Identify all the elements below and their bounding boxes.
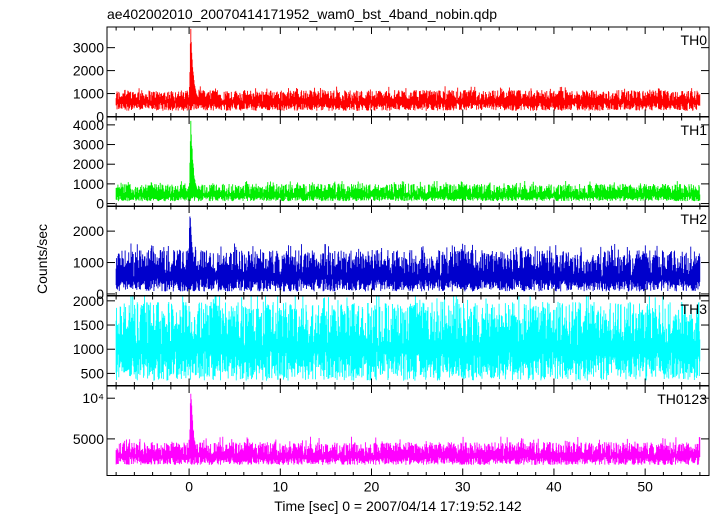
x-tick-label: 50 [637,479,653,495]
y-tick-label: 4000 [73,117,104,133]
y-tick-label: 0 [96,109,104,125]
x-tick-label: 10 [273,479,289,495]
y-tick-label: 1000 [73,176,104,192]
x-tick-label: 40 [546,479,562,495]
panel-th0: 0 1000 2000 3000 TH0 [73,26,710,125]
series-path-th3 [115,296,701,381]
y-tick-label: 3000 [73,137,104,153]
series-path-th1 [115,120,701,202]
y-tick-label: 1000 [73,341,104,357]
x-tick-label: 0 [185,479,193,495]
y-tick-label: 1500 [73,317,104,333]
panel-label: TH2 [681,211,708,227]
series-th2 [115,216,701,292]
series-th3 [115,296,701,381]
series-path-th2 [115,216,701,292]
panel-label: TH1 [681,122,708,138]
x-axis-title: Time [sec] 0 = 2007/04/14 17:19:52.142 [274,498,522,514]
y-tick-label: 0 [96,196,104,212]
x-tick-label: 20 [364,479,380,495]
panel-th1: 0 1000 2000 3000 4000 TH1 [73,116,710,212]
y-tick-label: 0 [96,286,104,302]
y-tick-label: 5000 [73,431,104,447]
series-th1 [115,120,701,202]
panel-label: TH3 [681,301,708,317]
y-tick-label: 2000 [73,293,104,309]
series-path-th0 [115,28,701,111]
panel-th3: 500 1000 1500 2000 TH3 [73,293,710,386]
y-tick-label: 500 [81,365,105,381]
panel-label: TH0123 [657,391,707,407]
y-axis-title: Counts/sec [34,224,50,294]
panel-th2: 0 1000 2000 TH2 [73,205,710,302]
series-th0 [115,28,701,111]
y-tick-label: 1000 [73,255,104,271]
panel-th0123: 5000 10⁴ TH0123 [73,385,710,476]
series-th0123 [115,393,701,465]
y-tick-label: 2000 [73,156,104,172]
y-tick-label: 2000 [73,223,104,239]
series-path-th0123 [115,393,701,465]
y-tick-label: 3000 [73,40,104,56]
y-tick-label: 2000 [73,63,104,79]
chart-title: ae402002010_20070414171952_wam0_bst_4ban… [107,6,497,22]
y-tick-label: 1000 [73,86,104,102]
y-tick-label: 10⁴ [82,390,104,406]
x-tick-label: 30 [455,479,471,495]
panel-label: TH0 [681,32,708,48]
